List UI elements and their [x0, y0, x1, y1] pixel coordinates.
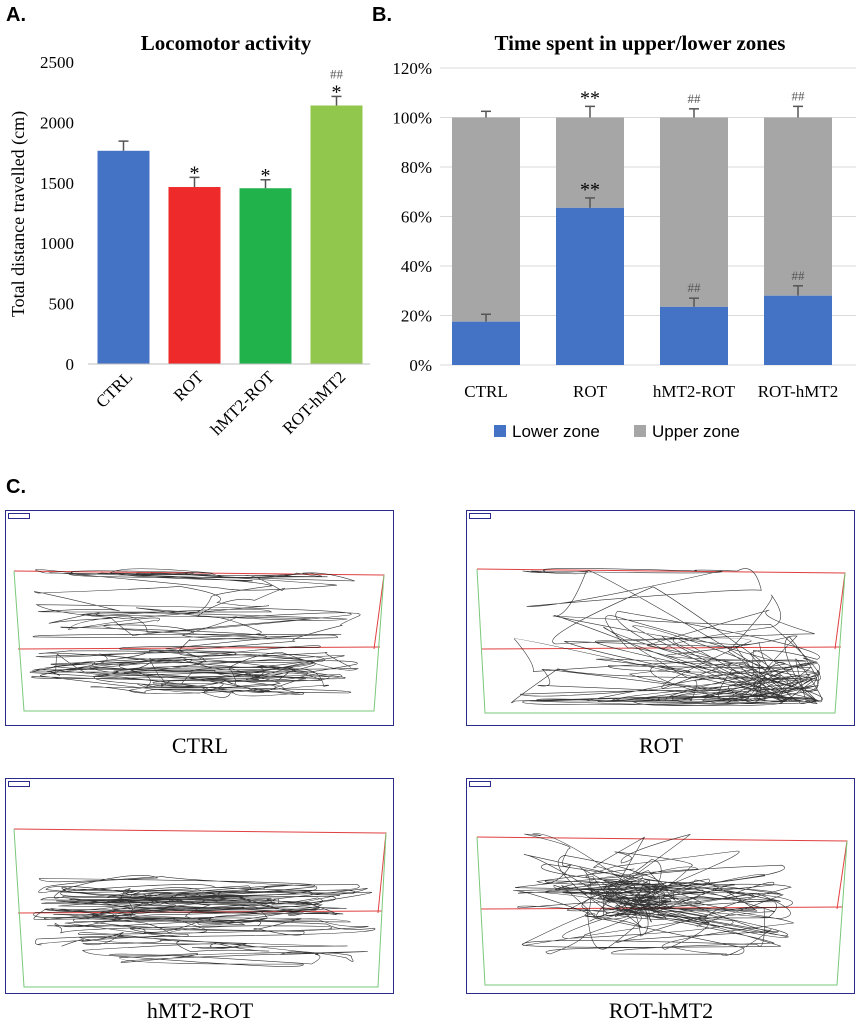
chart-a-bar-ctrl	[97, 150, 150, 364]
track-image-rot	[466, 510, 855, 726]
lower-zone-outline	[13, 570, 385, 712]
chart-b-y-tick-label: 120%	[392, 59, 432, 78]
chart-b-upper-bar-rot	[556, 117, 624, 208]
chart-a-significance: *	[261, 165, 271, 187]
chart-a-title: Locomotor activity	[141, 31, 312, 55]
chart-a-significance: *	[190, 162, 200, 184]
legend-lower-zone-swatch	[494, 425, 506, 437]
zone-divider-line	[17, 910, 383, 914]
chart-b-lower-bar-rot	[556, 207, 624, 365]
chart-b-y-tick-label: 100%	[392, 109, 432, 128]
trajectory-plot	[476, 568, 846, 714]
chart-b-y-tick-label: 60%	[401, 208, 432, 227]
chart-b-lower-hash: ##	[792, 268, 806, 283]
chart-a-bar-hmt2-rot	[239, 188, 292, 364]
chart-a-y-axis-title: Total distance travelled (cm)	[8, 111, 29, 317]
chart-a-y-tick-label: 2500	[40, 53, 74, 72]
chart-a-y-tick-label: 2000	[40, 113, 74, 132]
chart-b-category-label: CTRL	[464, 382, 507, 401]
chart-a-category-label: hMT2-ROT	[207, 367, 279, 439]
chart-b-y-tick-label: 20%	[401, 307, 432, 326]
swim-trajectory-path	[513, 833, 795, 956]
chart-b-lower-bar-ctrl	[452, 321, 520, 365]
chart-a-category-label: ROT-hMT2	[279, 367, 349, 437]
track-image-hmt2-rot	[5, 778, 394, 994]
chart-a-bar-rot	[168, 187, 221, 364]
chart-a-y-tick-label: 1500	[40, 174, 74, 193]
chart-b-y-tick-label: 40%	[401, 257, 432, 276]
chart-b-lower-hash: ##	[688, 280, 702, 295]
track-tag-icon	[8, 513, 30, 519]
lower-zone-outline	[476, 568, 846, 714]
chart-b-upper-hash: ##	[688, 91, 702, 106]
chart-a-category-label: CTRL	[92, 367, 136, 411]
track-caption-ctrl: CTRL	[171, 733, 229, 758]
track-tag-icon	[469, 513, 491, 519]
swim-trajectory-path	[29, 568, 361, 698]
track-image-rot-hmt2	[466, 778, 855, 994]
chart-b-category-label: ROT-hMT2	[758, 382, 839, 401]
chart-a-y-tick-label: 500	[49, 295, 75, 314]
chart-a-y-tick-label: 1000	[40, 234, 74, 253]
track-image-ctrl	[5, 510, 394, 726]
lower-zone-outline	[476, 836, 848, 986]
chart-b-category-label: hMT2-ROT	[653, 382, 736, 401]
chart-a-bar-rot-hmt2	[310, 105, 363, 364]
panel-label-b: B.	[372, 4, 392, 26]
chart-b-upper-bar-hmt2-rot	[660, 117, 728, 307]
swim-trajectory-path	[33, 875, 376, 967]
chart-b-category-label: ROT	[573, 382, 608, 401]
panel-label-a: A.	[6, 4, 26, 26]
chart-a-significance: *	[332, 81, 342, 103]
chart-a-hash: ##	[330, 66, 344, 81]
track-tag-icon	[8, 781, 30, 787]
chart-b-upper-bar-rot-hmt2	[764, 117, 832, 296]
chart-b-lower-significance: **	[580, 179, 600, 201]
swim-trajectory-path	[511, 568, 823, 706]
zone-time-chart: Time spent in upper/lower zones 0% 20% 40%…	[392, 31, 856, 441]
chart-a-y-tick-label: 0	[66, 355, 75, 374]
legend-upper-zone-swatch	[634, 425, 646, 437]
track-caption-rot: ROT	[639, 733, 683, 758]
track-tag-icon	[469, 781, 491, 787]
chart-b-y-tick-label: 0%	[409, 356, 432, 375]
chart-b-lower-bar-hmt2-rot	[660, 306, 728, 365]
track-caption-hmt2-rot: hMT2-ROT	[146, 998, 254, 1023]
chart-b-upper-hash: ##	[792, 88, 806, 103]
lower-zone-outline	[13, 828, 387, 988]
track-caption-rot-hmt2: ROT-hMT2	[608, 998, 714, 1023]
panel-label-c: C.	[6, 476, 26, 498]
chart-b-y-tick-label: 80%	[401, 158, 432, 177]
chart-b-lower-bar-rot-hmt2	[764, 295, 832, 365]
trajectory-plot	[13, 568, 385, 712]
trajectory-plot	[476, 833, 848, 986]
legend-lower-zone-label: Lower zone	[512, 422, 600, 441]
chart-b-title: Time spent in upper/lower zones	[495, 31, 786, 55]
chart-b-upper-bar-ctrl	[452, 117, 520, 322]
chart-b-upper-significance: **	[580, 87, 600, 109]
chart-a-category-label: ROT	[170, 367, 208, 405]
trajectory-plot	[13, 828, 387, 988]
legend-upper-zone-label: Upper zone	[652, 422, 740, 441]
locomotor-activity-chart: Locomotor activity Total distance travel…	[8, 31, 370, 439]
